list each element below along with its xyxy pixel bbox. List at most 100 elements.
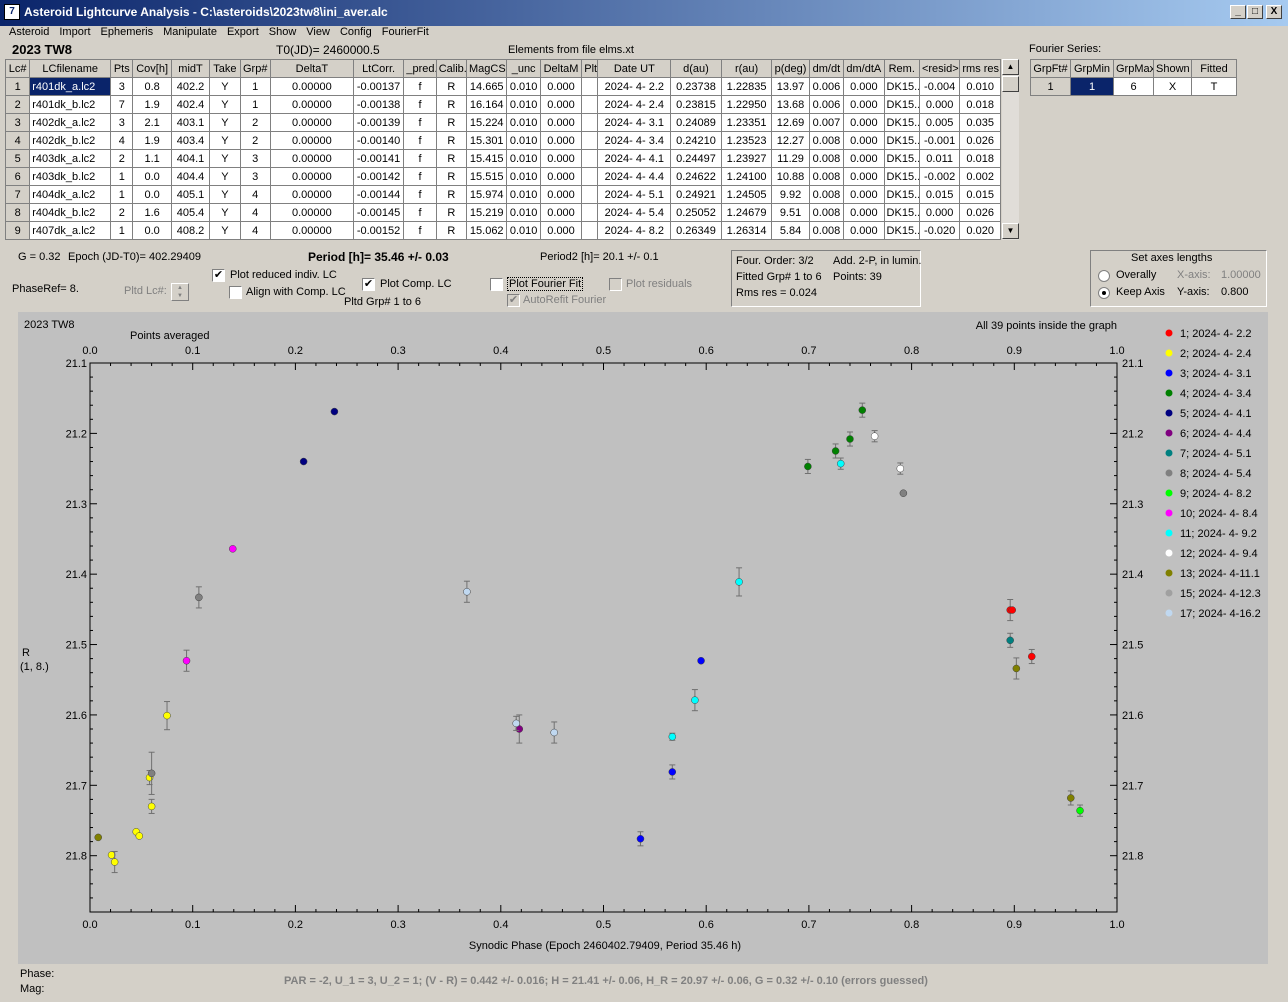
table-cell[interactable]: DK15.. xyxy=(883,221,920,240)
table-cell[interactable]: 4 xyxy=(239,203,271,222)
table-cell[interactable]: 1.1 xyxy=(132,149,172,168)
table-cell[interactable]: DK15.. xyxy=(883,149,920,168)
table-cell[interactable] xyxy=(581,131,599,150)
table-cell[interactable]: 9.51 xyxy=(771,203,810,222)
table-cell[interactable]: r407dk_a.lc2 xyxy=(29,221,112,240)
table-cell[interactable]: 0.000 xyxy=(539,113,583,132)
table-cell[interactable]: 405.4 xyxy=(170,203,211,222)
table-cell[interactable]: 0.24210 xyxy=(670,131,722,150)
table-cell[interactable]: 0.000 xyxy=(843,95,885,114)
table-cell[interactable]: Y xyxy=(209,95,241,114)
table-cell[interactable]: 0.00000 xyxy=(269,113,354,132)
table-cell[interactable]: R xyxy=(435,113,468,132)
col-header[interactable]: DeltaM xyxy=(539,59,583,78)
col-header[interactable]: dm/dt xyxy=(808,59,845,78)
table-cell[interactable]: 0.010 xyxy=(506,167,541,186)
col-header[interactable]: Rem. xyxy=(883,59,920,78)
table-cell[interactable]: 402.2 xyxy=(170,77,211,96)
table-cell[interactable]: f xyxy=(403,221,437,240)
table-cell[interactable]: 1 xyxy=(239,77,271,96)
table-cell[interactable]: 0.00000 xyxy=(269,167,354,186)
table-cell[interactable]: 0.008 xyxy=(808,131,845,150)
table-cell[interactable]: R xyxy=(435,95,468,114)
table-row[interactable]: 1 r401dk_a.lc2 3 0.8 402.2 Y 1 0.00000 -0.00137 f… xyxy=(4,77,1001,96)
table-cell[interactable]: 0.000 xyxy=(843,113,885,132)
col-header[interactable]: p(deg) xyxy=(771,59,810,78)
table-cell[interactable]: R xyxy=(435,77,468,96)
table-cell[interactable]: Y xyxy=(209,167,241,186)
menu-config[interactable]: Config xyxy=(339,26,372,38)
table-cell[interactable]: f xyxy=(403,167,437,186)
table-cell[interactable]: 5.84 xyxy=(771,221,810,240)
table-cell[interactable]: 9.92 xyxy=(771,185,810,204)
table-cell[interactable]: 12.69 xyxy=(771,113,810,132)
lightcurve-chart[interactable]: 2023 TW8 Points averaged All 39 points i… xyxy=(18,312,1268,964)
col-header[interactable]: Pts xyxy=(110,59,134,78)
pltd-lc-spinner[interactable]: ▲ ▼ xyxy=(171,283,189,301)
table-cell[interactable]: 1.6 xyxy=(132,203,172,222)
table-cell[interactable]: 403.4 xyxy=(170,131,211,150)
table-cell[interactable]: 0.000 xyxy=(843,203,885,222)
table-cell[interactable]: 9 xyxy=(4,221,31,240)
table-cell[interactable]: 15.515 xyxy=(466,167,508,186)
table-cell[interactable]: 0.010 xyxy=(506,95,541,114)
table-cell[interactable] xyxy=(581,185,599,204)
table-cell[interactable]: 0.005 xyxy=(918,113,961,132)
table-cell[interactable]: -0.00141 xyxy=(352,149,405,168)
app-icon[interactable]: 7 xyxy=(4,4,20,20)
table-cell[interactable]: r403dk_a.lc2 xyxy=(29,149,112,168)
maximize-button[interactable]: □ xyxy=(1247,5,1263,19)
table-cell[interactable]: f xyxy=(403,131,437,150)
table-cell[interactable]: 7 xyxy=(110,95,134,114)
table-cell[interactable]: 2024- 4- 3.1 xyxy=(597,113,672,132)
table-cell[interactable]: 0.011 xyxy=(918,149,961,168)
table-cell[interactable]: 2024- 4- 2.2 xyxy=(597,77,672,96)
table-cell[interactable]: 0.015 xyxy=(959,185,1001,204)
col-header[interactable]: DeltaT xyxy=(269,59,354,78)
plot-reduced-checkbox[interactable]: ✔ xyxy=(212,269,225,282)
table-cell[interactable]: r403dk_b.lc2 xyxy=(29,167,112,186)
table-cell[interactable]: 0.00000 xyxy=(269,95,354,114)
overally-radio[interactable] xyxy=(1098,270,1110,282)
table-cell[interactable]: 3 xyxy=(110,77,134,96)
table-cell[interactable]: -0.004 xyxy=(918,77,961,96)
table-cell[interactable]: f xyxy=(403,77,437,96)
table-cell[interactable]: 0.002 xyxy=(959,167,1001,186)
keep-axis-radio[interactable] xyxy=(1098,287,1110,299)
menu-manipulate[interactable]: Manipulate xyxy=(163,26,217,38)
table-cell[interactable]: 14.665 xyxy=(466,77,508,96)
table-cell[interactable]: r401dk_b.lc2 xyxy=(29,95,112,114)
table-cell[interactable]: 0.015 xyxy=(918,185,961,204)
yaxis-value[interactable]: 0.800 xyxy=(1221,286,1249,298)
table-cell[interactable]: 0.008 xyxy=(808,185,845,204)
table-cell[interactable]: 3 xyxy=(239,167,271,186)
table-cell[interactable] xyxy=(581,149,599,168)
table-cell[interactable] xyxy=(581,77,599,96)
table-cell[interactable]: 0.000 xyxy=(539,203,583,222)
table-cell[interactable]: 0.000 xyxy=(539,185,583,204)
table-cell[interactable]: R xyxy=(435,221,468,240)
table-cell[interactable]: 3 xyxy=(110,113,134,132)
table-cell[interactable]: 0.035 xyxy=(959,113,1001,132)
table-cell[interactable]: 15.974 xyxy=(466,185,508,204)
table-cell[interactable] xyxy=(581,113,599,132)
scroll-down-icon[interactable]: ▼ xyxy=(1002,223,1019,239)
table-cell[interactable]: 0.010 xyxy=(506,113,541,132)
table-row[interactable]: 5 r403dk_a.lc2 2 1.1 404.1 Y 3 0.00000 -0.00141 f… xyxy=(4,149,1001,168)
col-header[interactable]: d(au) xyxy=(670,59,722,78)
table-cell[interactable]: -0.00138 xyxy=(352,95,405,114)
col-header[interactable]: Lc# xyxy=(4,59,31,78)
table-cell[interactable]: 1 xyxy=(110,221,134,240)
table-cell[interactable]: 405.1 xyxy=(170,185,211,204)
table-cell[interactable]: 4 xyxy=(110,131,134,150)
table-cell[interactable]: 0.000 xyxy=(539,149,583,168)
table-cell[interactable]: 2024- 4- 5.1 xyxy=(597,185,672,204)
table-cell[interactable]: 0.00000 xyxy=(269,203,354,222)
table-cell[interactable]: 0.000 xyxy=(843,185,885,204)
table-cell[interactable]: 0.0 xyxy=(132,221,172,240)
table-cell[interactable]: 13.97 xyxy=(771,77,810,96)
col-header[interactable]: MagCS xyxy=(466,59,508,78)
table-cell[interactable]: R xyxy=(435,167,468,186)
table-cell[interactable]: 0.24921 xyxy=(670,185,722,204)
col-header[interactable]: _unc xyxy=(506,59,541,78)
